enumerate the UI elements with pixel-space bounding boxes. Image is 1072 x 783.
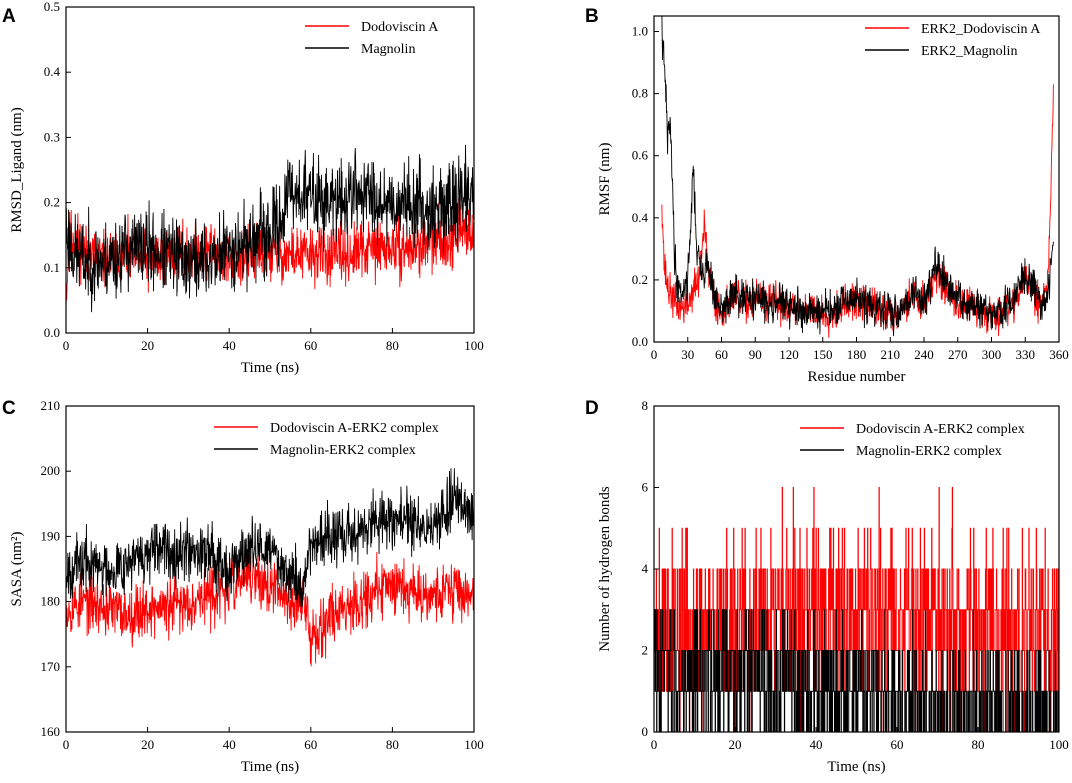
legend-label: Magnolin-ERK2 complex: [270, 443, 416, 458]
plot-frame: [65, 405, 475, 733]
x-tick-label: 180: [847, 347, 867, 362]
x-tick-label: 30: [681, 347, 694, 362]
series-line-a-1: [66, 197, 474, 313]
chart-panel-b: 0 30 60 90 120 150 180 210 240 270 300 330 360 0.0 0.2…: [585, 6, 1069, 385]
y-tick-label: 200: [41, 463, 61, 478]
y-axis-title: RMSD_Ligand (nm): [9, 107, 25, 232]
x-tick-label: 360: [1049, 347, 1069, 362]
y-tick-label: 0.4: [632, 210, 649, 225]
y-tick-label: 0.4: [44, 64, 61, 79]
y-tick-label: 2: [642, 643, 649, 658]
x-tick-label: 80: [386, 737, 399, 752]
y-tick-label: 180: [41, 594, 61, 609]
series-line-d-2: [654, 609, 1059, 732]
x-tick-label: 150: [813, 347, 833, 362]
x-tick-label: 60: [891, 737, 904, 752]
x-tick-label: 40: [810, 737, 823, 752]
plot-frame: [65, 6, 475, 334]
x-axis-title: Time (ns): [241, 360, 299, 376]
x-tick-label: 40: [223, 338, 236, 353]
series-line-a-2: [66, 144, 474, 313]
x-tick-label: 20: [141, 737, 154, 752]
x-tick-label: 90: [749, 347, 762, 362]
y-tick-label: 0.2: [632, 272, 648, 287]
y-tick-label: 1.0: [632, 24, 648, 39]
chart-panel-a: 0 20 40 60 80 100 0.0 0.1 0.2 0.3 0.4 0.5 Time (ns) R…: [2, 0, 484, 376]
x-tick-label: 100: [464, 338, 484, 353]
x-tick-label: 80: [386, 338, 399, 353]
y-axis-title: Number of hydrogen bonds: [597, 486, 613, 652]
y-tick-label: 0.1: [44, 260, 60, 275]
x-tick-label: 270: [948, 347, 968, 362]
x-tick-label: 20: [141, 338, 154, 353]
y-tick-label: 170: [41, 659, 61, 674]
y-tick-label: 0: [642, 724, 649, 739]
y-tick-label: 0.0: [632, 334, 648, 349]
x-axis-title: Time (ns): [241, 759, 299, 775]
x-tick-label: 120: [779, 347, 799, 362]
y-tick-label: 8: [642, 398, 649, 413]
y-tick-label: 190: [41, 528, 61, 543]
legend-label: Dodoviscin A-ERK2 complex: [856, 422, 1025, 437]
legend-label: Dodoviscin A-ERK2 complex: [270, 421, 439, 436]
x-tick-label: 20: [729, 737, 742, 752]
y-tick-label: 0.6: [632, 148, 649, 163]
y-tick-label: 210: [41, 398, 61, 413]
y-tick-label: 4: [642, 561, 649, 576]
y-tick-label: 6: [642, 480, 649, 495]
x-axis-title: Residue number: [808, 369, 906, 385]
x-tick-label: 0: [63, 338, 70, 353]
x-tick-label: 330: [1016, 347, 1036, 362]
panel-letter: C: [2, 398, 16, 419]
panel-letter: B: [585, 6, 599, 27]
chart-panel-c: 0 20 40 60 80 100 160 170 180 190 200 210 Time (ns) S…: [2, 398, 484, 775]
legend-label: ERK2_Magnolin: [921, 44, 1017, 59]
x-tick-label: 60: [304, 338, 317, 353]
x-tick-label: 0: [651, 347, 658, 362]
series-line-c-2: [66, 468, 474, 608]
x-tick-label: 40: [223, 737, 236, 752]
legend-label: Dodoviscin A: [361, 20, 439, 35]
x-tick-label: 240: [914, 347, 934, 362]
y-tick-label: 0.5: [44, 0, 60, 14]
x-tick-label: 300: [982, 347, 1002, 362]
x-tick-label: 60: [715, 347, 728, 362]
y-tick-label: 0.3: [44, 129, 60, 144]
y-tick-label: 0.2: [44, 195, 60, 210]
x-tick-label: 100: [464, 737, 484, 752]
y-axis-title: RMSF (nm): [597, 143, 613, 216]
legend-label: Magnolin: [361, 42, 415, 57]
x-tick-label: 100: [1049, 737, 1069, 752]
x-tick-label: 0: [63, 737, 70, 752]
y-axis-title: SASA (nm²): [9, 532, 25, 607]
y-tick-label: 0.8: [632, 86, 648, 101]
series-line-d-1: [654, 487, 1059, 732]
chart-panel-d: 0 20 40 60 80 100 0 2 4 6 8 Time (ns) Number of hydr…: [585, 398, 1069, 775]
x-tick-label: 60: [304, 737, 317, 752]
legend-label: Magnolin-ERK2 complex: [856, 444, 1002, 459]
y-tick-label: 160: [41, 724, 61, 739]
x-axis-title: Time (ns): [827, 759, 885, 775]
y-tick-label: 0.0: [44, 325, 60, 340]
series-line-b-2: [661, 16, 1054, 337]
panel-letter: D: [585, 398, 599, 419]
series-line-c-1: [66, 548, 474, 667]
x-tick-label: 0: [651, 737, 658, 752]
x-tick-label: 80: [972, 737, 985, 752]
panel-letter: A: [2, 6, 16, 27]
x-tick-label: 210: [881, 347, 901, 362]
legend-label: ERK2_Dodoviscin A: [921, 22, 1041, 37]
